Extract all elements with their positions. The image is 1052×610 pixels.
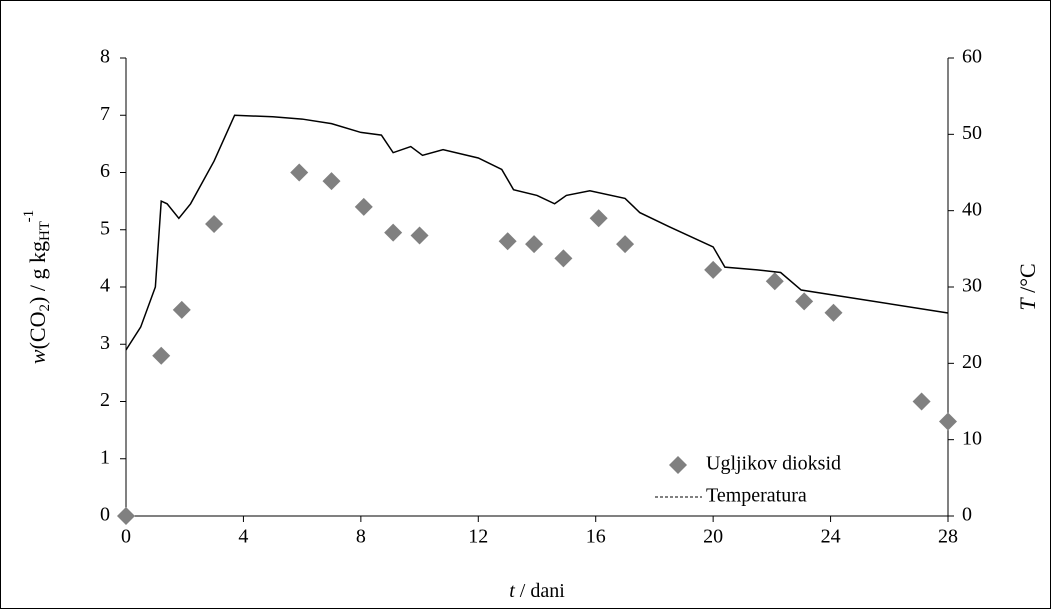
data-point (410, 226, 429, 245)
y2-tick-label: 40 (962, 198, 982, 220)
data-point (704, 260, 723, 279)
data-point (765, 272, 784, 291)
data-point (117, 507, 135, 525)
data-point (384, 223, 403, 242)
y2-tick-label: 60 (962, 46, 982, 68)
y2-tick-label: 10 (962, 427, 982, 449)
y-tick-label: 6 (100, 160, 110, 182)
data-point (152, 346, 171, 365)
data-point (498, 232, 517, 251)
data-point (939, 412, 957, 431)
data-point (824, 303, 843, 322)
data-point (205, 215, 224, 234)
x-tick-label: 4 (238, 526, 248, 548)
y-tick-label: 7 (100, 103, 110, 125)
data-point (322, 172, 341, 191)
data-point (290, 163, 309, 182)
data-point (172, 300, 191, 319)
x-tick-label: 24 (821, 526, 841, 548)
y-tick-label: 5 (100, 217, 110, 239)
data-point (589, 209, 608, 228)
temperature-line (125, 114, 949, 351)
data-point (616, 235, 635, 254)
data-point (795, 292, 814, 311)
legend-label: Ugljikov dioksid (706, 453, 841, 475)
y-axis-label: w(CO2) / g kgHT-1 (21, 210, 53, 364)
y-tick-label: 3 (100, 332, 110, 354)
legend-swatch (669, 456, 687, 474)
y2-tick-label: 50 (962, 122, 982, 144)
y2-axis-label: T /°C (1015, 263, 1040, 310)
x-axis-label: t / dani (509, 580, 565, 602)
y2-tick-label: 30 (962, 275, 982, 297)
legend-label: Temperatura (706, 485, 807, 507)
y2-tick-label: 20 (962, 351, 982, 373)
x-tick-label: 0 (121, 526, 131, 548)
x-tick-label: 16 (586, 526, 606, 548)
data-point (554, 249, 573, 268)
y-tick-label: 8 (100, 46, 110, 68)
data-point (525, 235, 544, 254)
x-tick-label: 8 (356, 526, 366, 548)
y-tick-label: 1 (100, 446, 110, 468)
y-tick-label: 2 (100, 389, 110, 411)
x-tick-label: 12 (468, 526, 488, 548)
y2-tick-label: 0 (962, 504, 972, 526)
data-point (912, 392, 931, 411)
x-tick-label: 20 (703, 526, 723, 548)
x-tick-label: 28 (938, 526, 958, 548)
y-tick-label: 0 (100, 504, 110, 526)
y-tick-label: 4 (100, 275, 110, 297)
data-point (354, 197, 373, 216)
